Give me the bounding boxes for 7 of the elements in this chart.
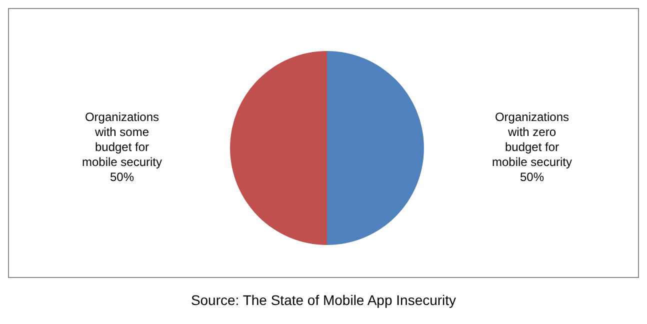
data-label: 50% — [110, 170, 134, 184]
slice-label: Organizations with zero budget for mobile security — [492, 110, 572, 170]
pie-slice — [230, 51, 327, 245]
slice-label: Organizations with some budget for mobile security — [82, 110, 162, 170]
data-label: 50% — [520, 170, 544, 184]
source-note: Source: The State of Mobile App Insecurity — [190, 292, 458, 308]
pie-slice — [327, 51, 424, 245]
